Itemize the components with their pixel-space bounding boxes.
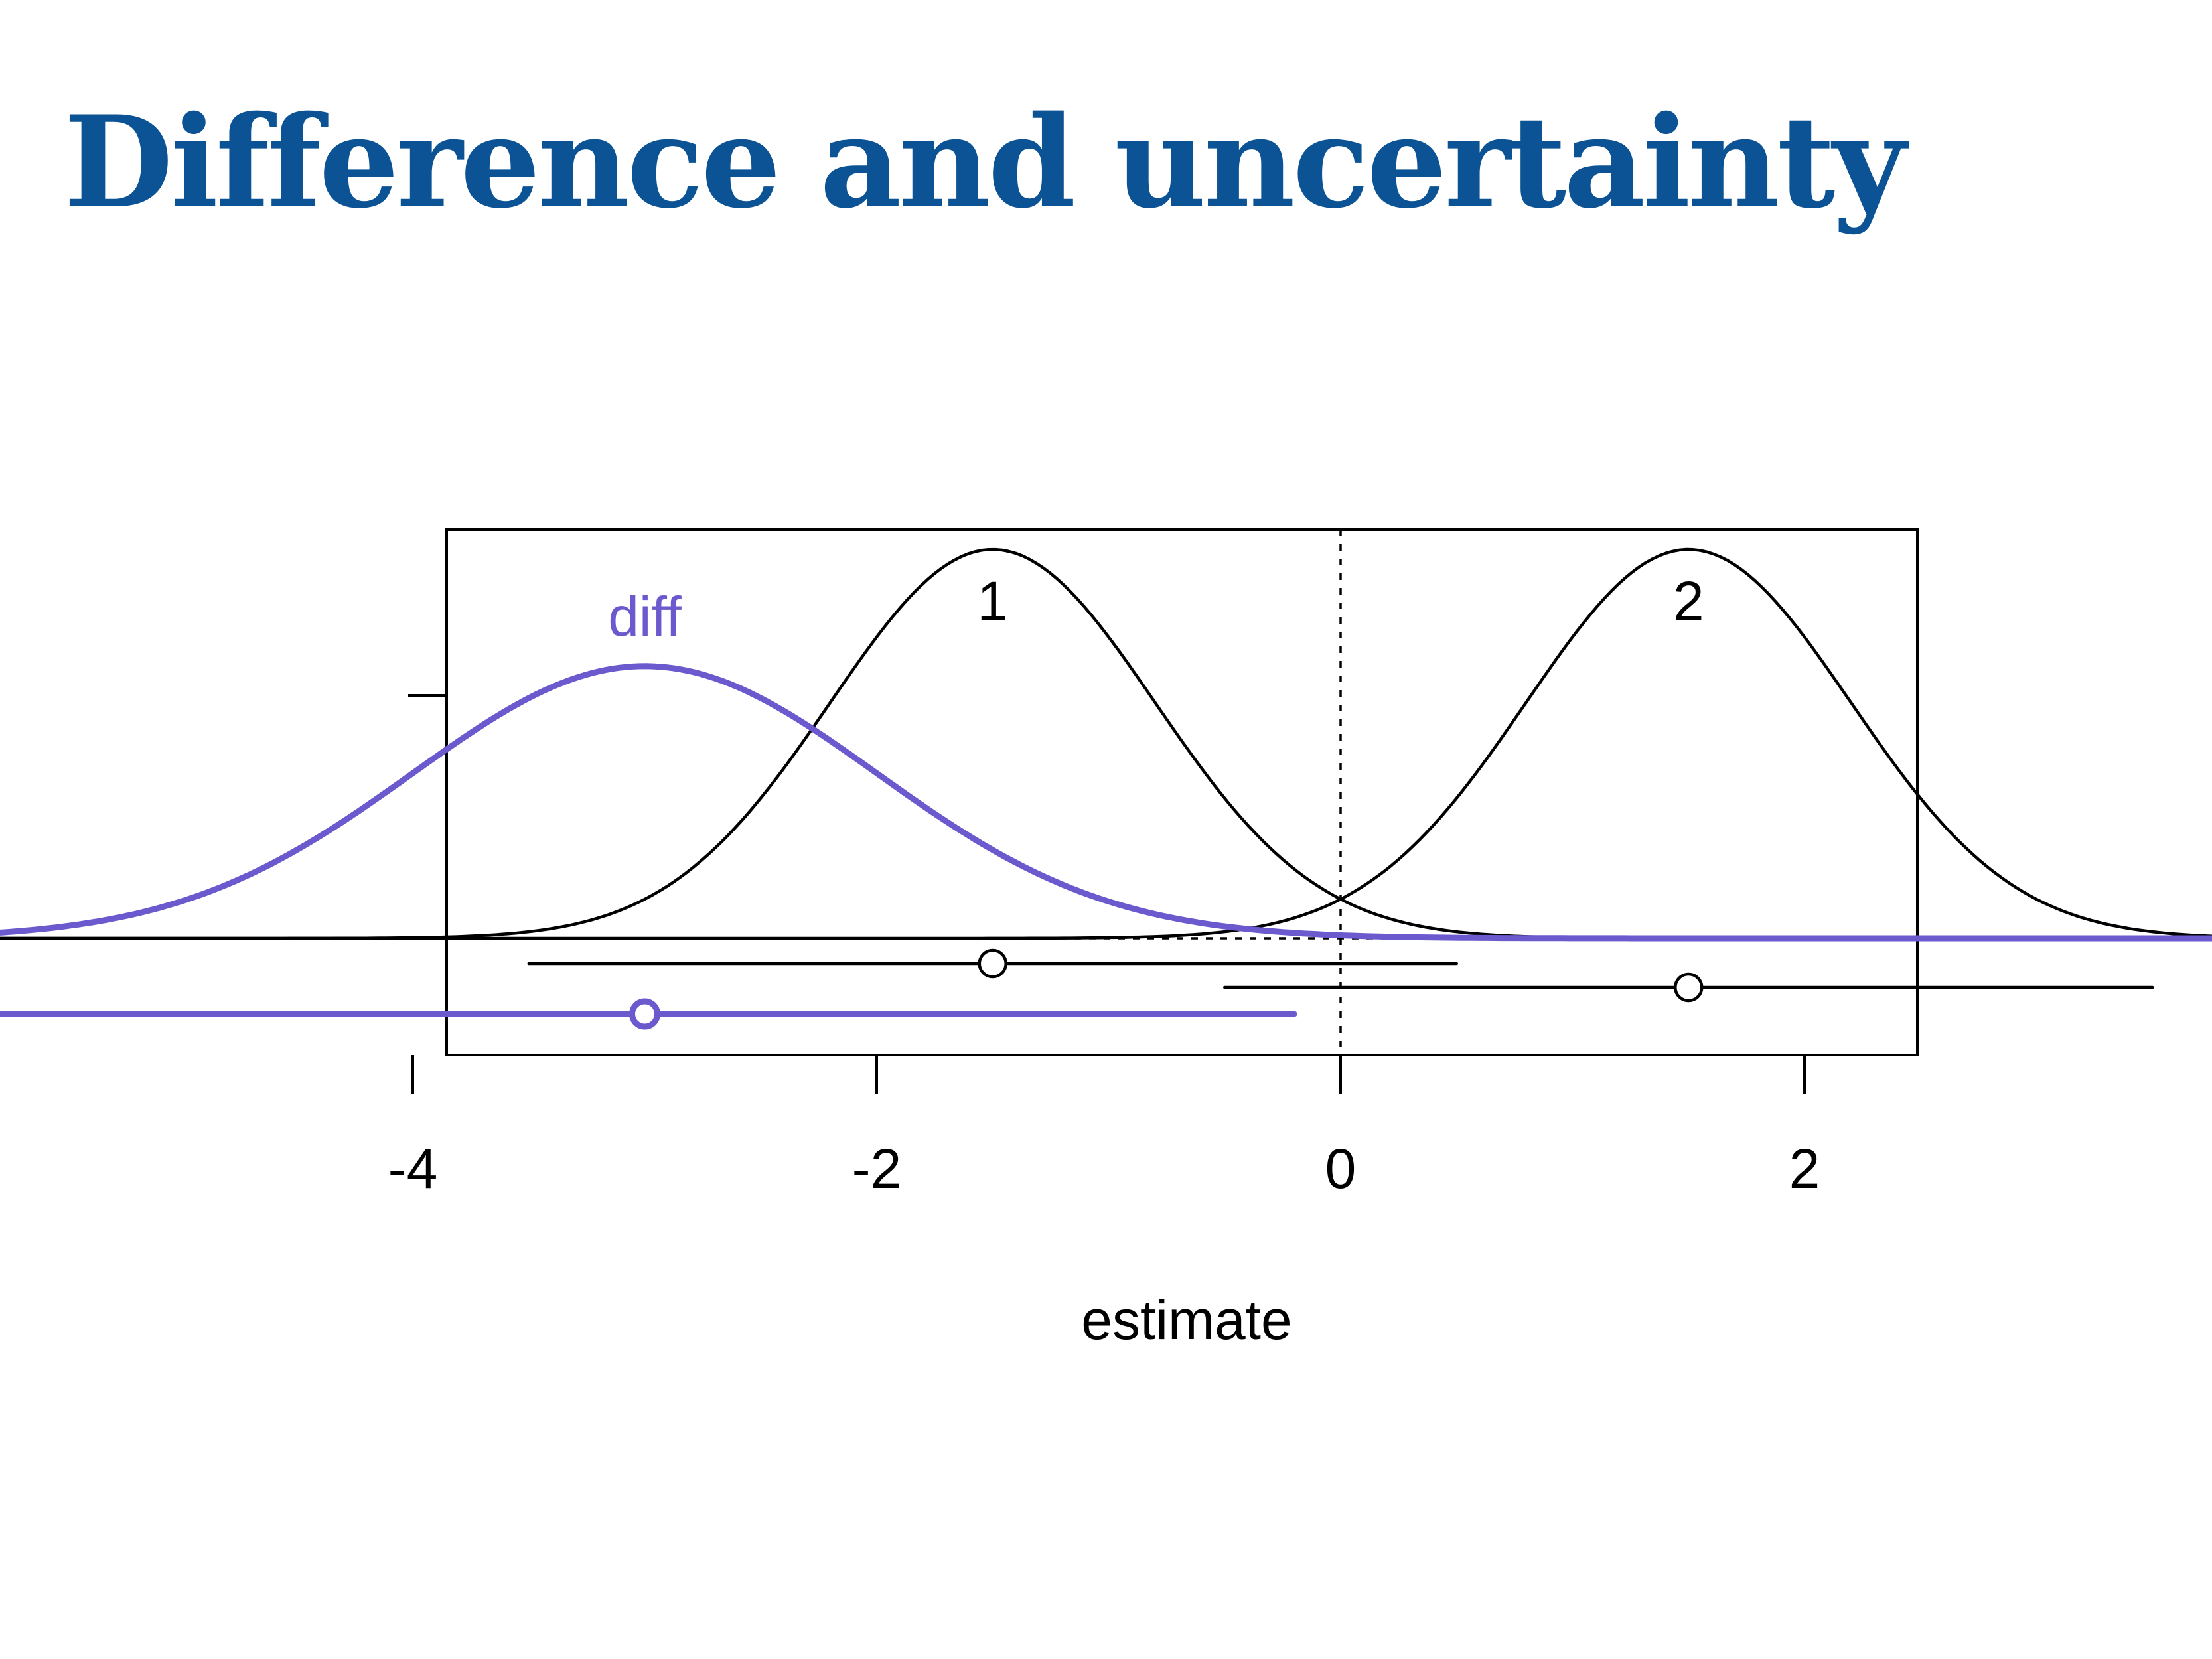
x-tick-label: 2 <box>1789 1137 1820 1200</box>
interval-point-2 <box>1674 972 1704 1003</box>
density-curve-diff <box>0 663 2212 942</box>
x-axis-label: estimate <box>1081 1289 1291 1351</box>
x-tick-label: -2 <box>852 1137 902 1200</box>
density-curve-2 <box>0 547 2212 940</box>
x-tick-label: -4 <box>388 1137 438 1200</box>
interval-point-diff <box>629 998 660 1030</box>
curve-label-2: 2 <box>1673 570 1704 632</box>
interval-point-1 <box>978 948 1007 979</box>
curve-label-diff: diff <box>608 585 682 648</box>
x-tick-label: 0 <box>1325 1137 1357 1200</box>
curve-label-1: 1 <box>977 570 1008 632</box>
page-title: Difference and uncertainty <box>64 88 1906 236</box>
